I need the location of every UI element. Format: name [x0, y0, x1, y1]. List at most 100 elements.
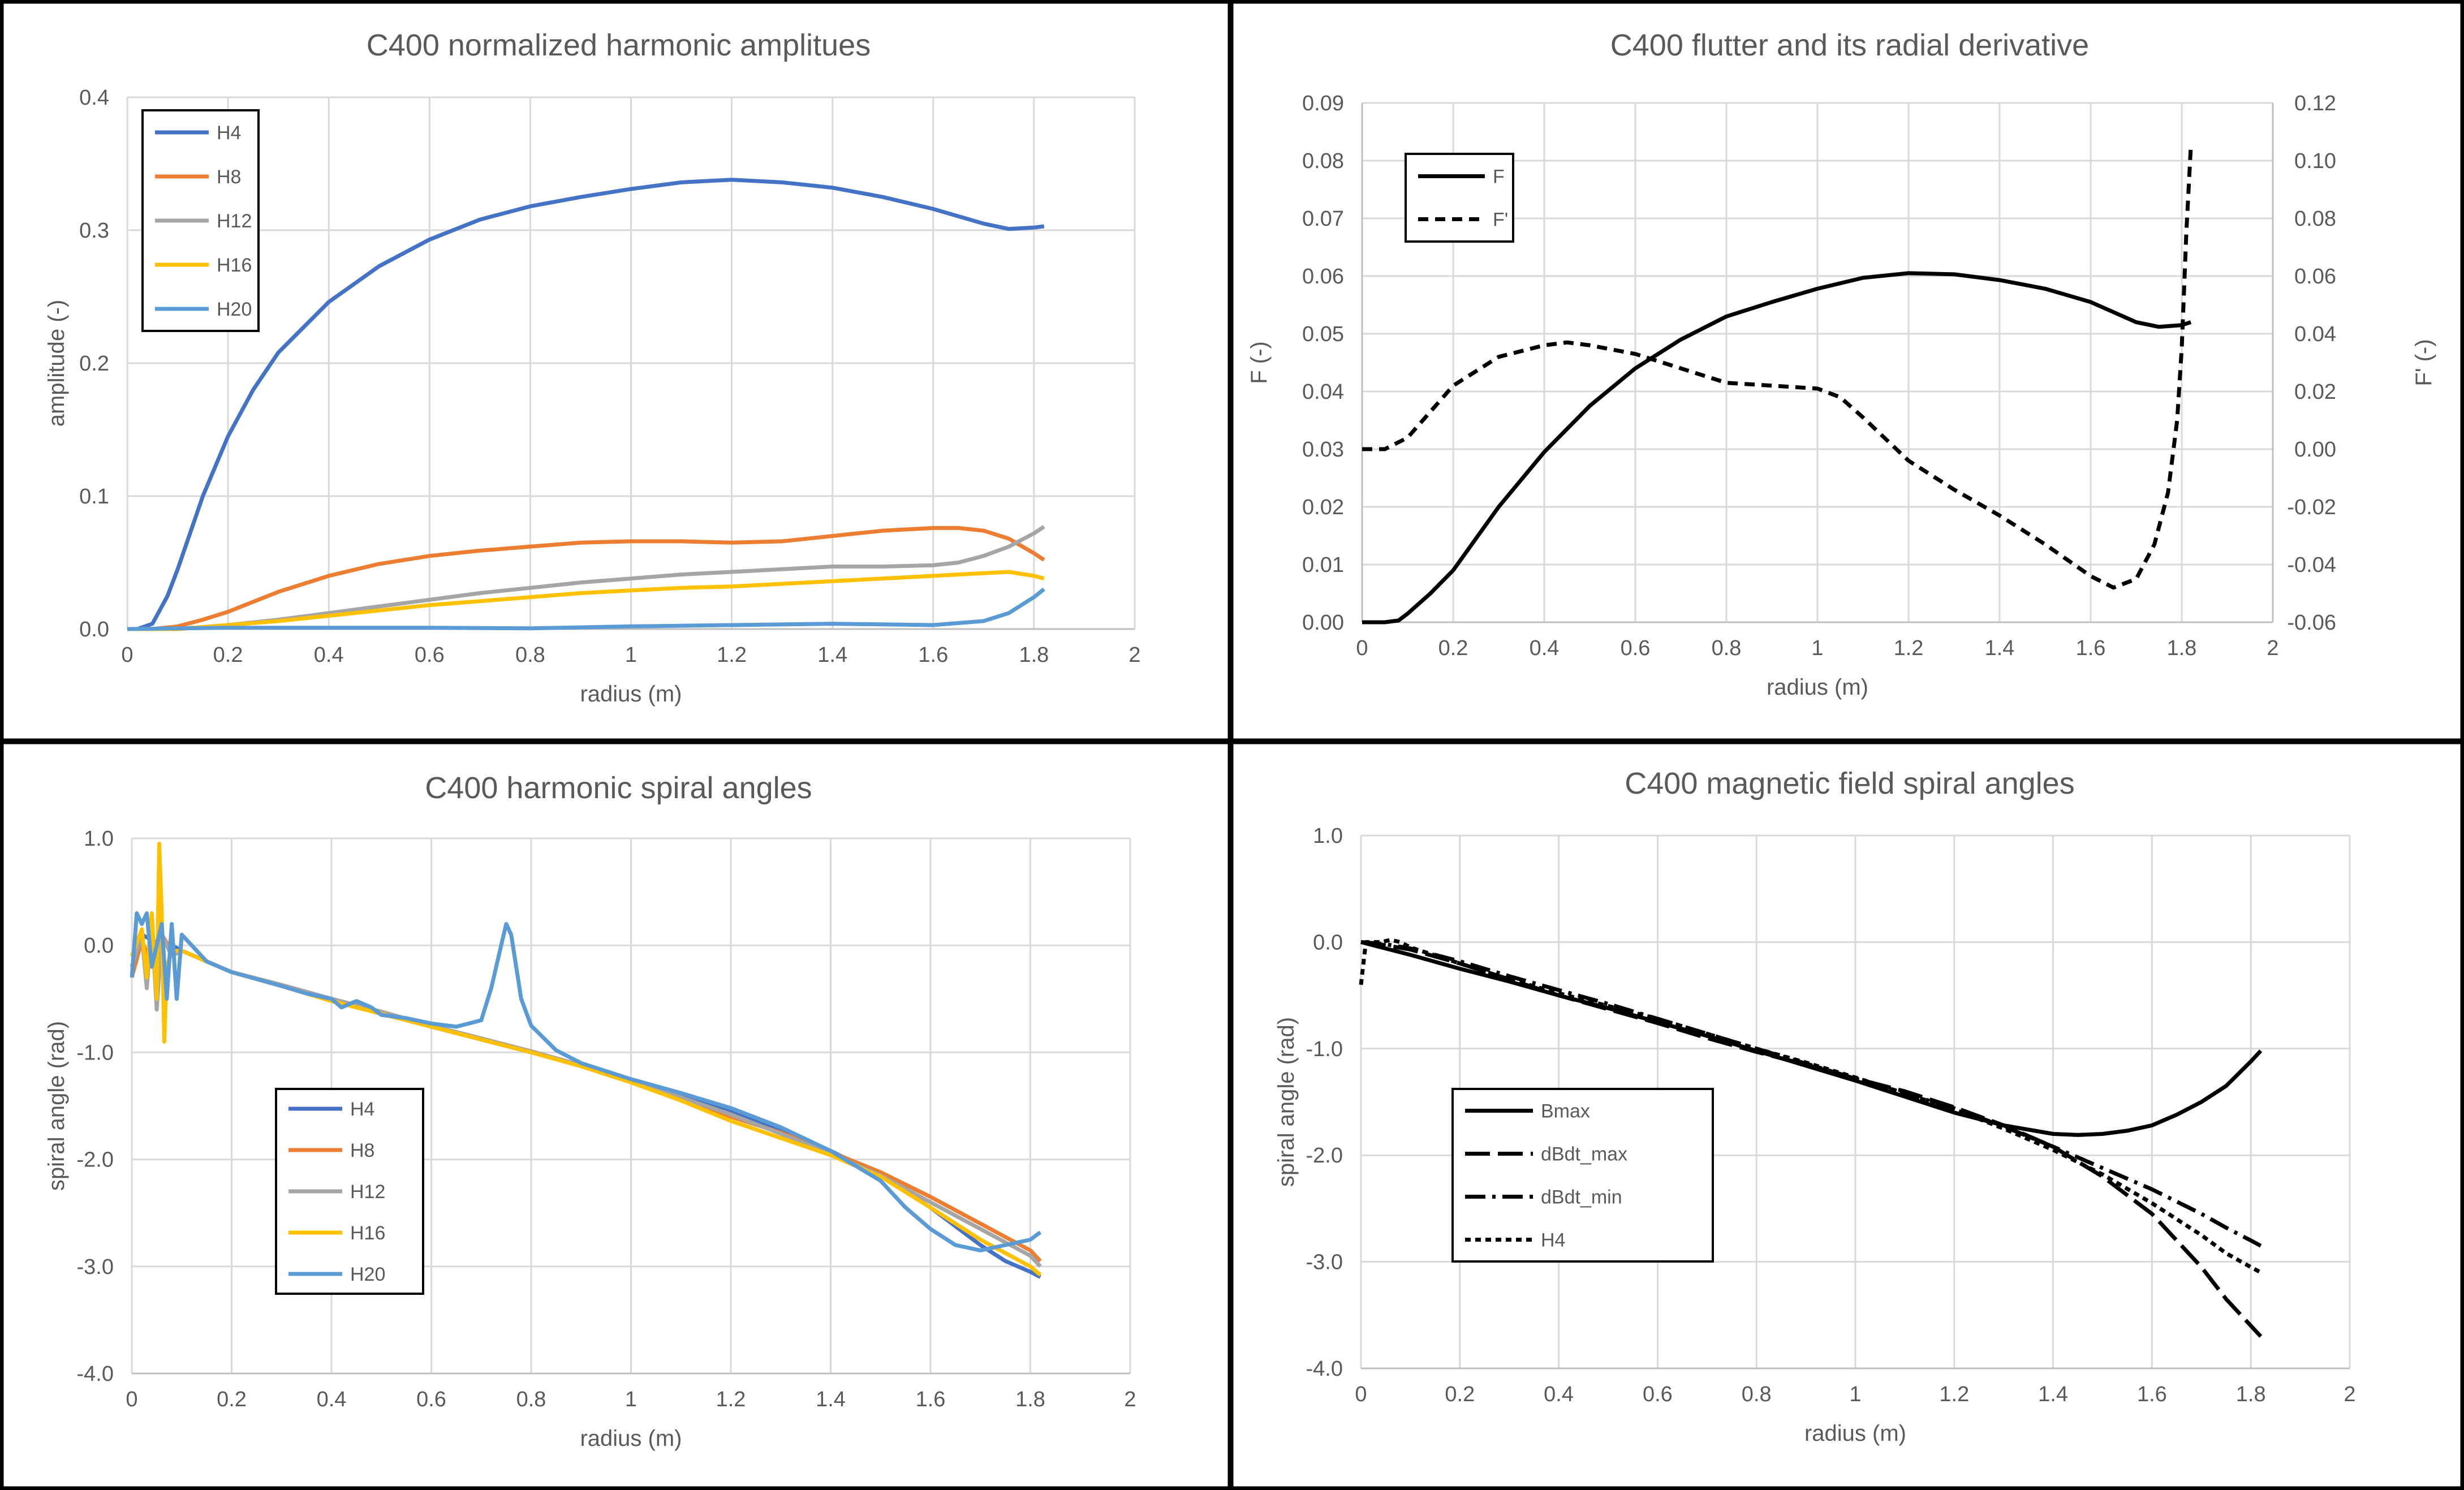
x-tick-label: 0 [121, 643, 133, 667]
x-tick-label: 0.8 [1742, 1383, 1772, 1406]
y-tick-label: -3.0 [1306, 1251, 1343, 1274]
x-tick-label: 1.4 [2038, 1383, 2068, 1406]
x-tick-label: 1.4 [1985, 636, 2015, 660]
y-tick-label: 0.03 [1302, 438, 1344, 462]
y2-tick-label: 0.00 [2294, 438, 2336, 462]
x-tick-label: 1 [1811, 636, 1823, 660]
chart-title: C400 harmonic spiral angles [425, 771, 812, 805]
x-tick-label: 1.4 [816, 1388, 846, 1411]
y-tick-label: 0.3 [79, 219, 109, 243]
x-tick-label: 0.2 [1438, 636, 1468, 660]
legend-label: Bmax [1541, 1101, 1590, 1122]
x-tick-label: 1.8 [2167, 636, 2197, 660]
panel-flutter: 0 0.2 0.4 0.6 0.8 1 1.2 1.4 1.6 1.8 2 0.00 0.01 0.02 0… [1229, 0, 2464, 743]
y-tick-label: 0.02 [1302, 496, 1344, 519]
x-tick-label: 2 [1128, 643, 1140, 667]
series-line-h4 [1359, 938, 2262, 1274]
y-tick-label: 0.04 [1302, 380, 1344, 404]
y2-tick-label: -0.06 [2287, 611, 2336, 635]
x-tick-label: 0.6 [416, 1388, 446, 1411]
legend-label: H8 [217, 166, 241, 188]
x-tick-label: 0.4 [314, 643, 344, 667]
legend-label: dBdt_max [1541, 1144, 1627, 1165]
legend-box [1405, 153, 1514, 243]
chart-title: C400 magnetic field spiral angles [1625, 766, 2074, 800]
y-tick-label: 0.0 [79, 618, 109, 641]
panel-harmonic-amplitudes: 0 0.2 0.4 0.6 0.8 1 1.2 1.4 1.6 1.8 2 0.0 0.1 0.2 0.3 0… [0, 0, 1232, 743]
x-tick-label: 2 [2267, 636, 2278, 660]
x-tick-label: 0.4 [1530, 636, 1560, 660]
x-tick-label: 1.6 [918, 643, 948, 667]
series-line-h20 [127, 587, 1045, 631]
y-axis-label: amplitude (-) [44, 300, 69, 427]
x-tick-label: 1.8 [1019, 643, 1049, 667]
y-tick-label: 0.4 [79, 86, 109, 110]
y-tick-label: 0.0 [1313, 931, 1343, 954]
panel-magnetic-field-spiral-angles: 0 0.2 0.4 0.6 0.8 1 1.2 1.4 1.6 1.8 2 -4.0 -3.0 -2.0 -… [1229, 740, 2464, 1490]
x-tick-label: 2 [1124, 1388, 1136, 1411]
y-tick-label: 1.0 [1313, 824, 1343, 848]
legend-label: H4 [1541, 1230, 1565, 1251]
series-line-h4 [127, 178, 1045, 631]
y-tick-label: 0.08 [1302, 149, 1344, 173]
x-tick-label: 1.6 [916, 1388, 946, 1411]
y-tick-label: 0.06 [1302, 265, 1344, 288]
x-tick-label: 1 [625, 643, 637, 667]
series-line-h12 [127, 525, 1045, 631]
x-tick-label: 0.8 [1712, 636, 1742, 660]
x-tick-label: 0.2 [217, 1388, 247, 1411]
x-tick-label: 0.2 [1445, 1383, 1475, 1406]
y-axis-label: spiral angle (rad) [1274, 1017, 1299, 1187]
y-tick-label: 0.09 [1302, 92, 1344, 115]
x-tick-label: 0.2 [213, 643, 243, 667]
x-tick-label: 1.2 [1939, 1383, 1969, 1406]
x-tick-label: 1.2 [716, 1388, 746, 1411]
legend-label: H4 [350, 1099, 374, 1120]
series-line-f [1362, 271, 2192, 625]
legend-label: H20 [217, 299, 252, 320]
x-tick-label: 1.6 [2076, 636, 2106, 660]
panel-frame [0, 740, 1232, 1490]
y2-tick-label: 0.02 [2294, 380, 2336, 404]
panel-frame [1229, 0, 2464, 743]
x-axis-label: radius (m) [1804, 1421, 1906, 1446]
y-tick-label: 0.05 [1302, 322, 1344, 346]
x-tick-label: 1.4 [817, 643, 847, 667]
legend-label: H12 [350, 1181, 385, 1203]
x-tick-label: 0.4 [317, 1388, 347, 1411]
y-tick-label: 0.2 [79, 352, 109, 376]
y-tick-label: -1.0 [77, 1041, 114, 1065]
legend-label: dBdt_min [1541, 1187, 1622, 1208]
x-axis-label: radius (m) [1767, 675, 1868, 700]
y-tick-label: 0.0 [84, 934, 114, 958]
y-tick-label: -4.0 [1306, 1357, 1343, 1381]
series-line-dbdt-min [1360, 940, 2262, 1248]
x-tick-label: 0.8 [515, 643, 545, 667]
y-tick-label: 0.1 [79, 485, 109, 509]
y2-tick-label: 0.06 [2294, 265, 2336, 288]
x-tick-label: 2 [2344, 1383, 2355, 1406]
y-axis-label: F (-) [1247, 341, 1272, 384]
x-tick-label: 0 [1356, 636, 1368, 660]
y2-axis-label: F' (-) [2411, 339, 2436, 386]
series-line-h20 [130, 911, 1042, 1252]
x-tick-label: 1.8 [2236, 1383, 2266, 1406]
legend-label: F [1493, 166, 1505, 188]
legend-label: F' [1493, 209, 1508, 231]
y-tick-label: 0.00 [1302, 611, 1344, 635]
x-tick-label: 0.6 [415, 643, 445, 667]
y-axis-label: spiral angle (rad) [44, 1021, 69, 1191]
legend-box [1451, 1088, 1714, 1263]
y-tick-label: -2.0 [77, 1148, 114, 1172]
x-tick-label: 1.2 [1894, 636, 1924, 660]
x-tick-label: 1 [1849, 1383, 1861, 1406]
x-tick-label: 1 [625, 1388, 637, 1411]
y-tick-label: 0.07 [1302, 207, 1344, 231]
chart-title: C400 flutter and its radial derivative [1610, 28, 2089, 62]
series-line-h16 [127, 570, 1045, 631]
legend-label: H4 [217, 122, 241, 144]
y2-tick-label: 0.10 [2294, 149, 2336, 173]
y2-tick-label: 0.12 [2294, 92, 2336, 115]
y-tick-label: -4.0 [77, 1362, 114, 1386]
y-tick-label: 1.0 [84, 827, 114, 851]
